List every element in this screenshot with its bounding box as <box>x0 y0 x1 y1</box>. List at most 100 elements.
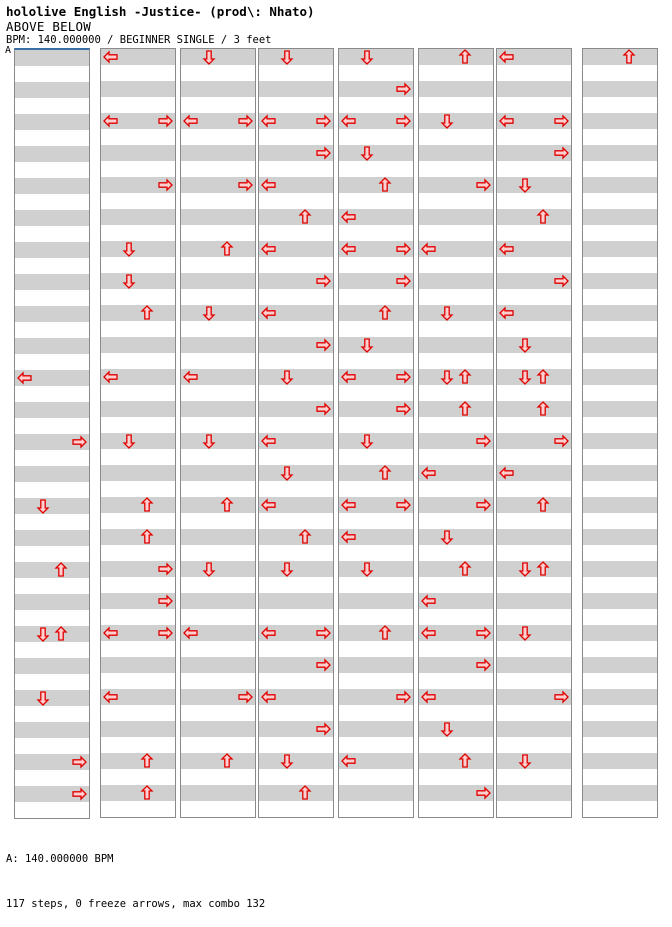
beat-row <box>583 145 657 161</box>
beat-row <box>419 209 493 225</box>
beat-row <box>419 609 493 625</box>
beat-row <box>15 322 89 338</box>
beat-row <box>181 81 255 97</box>
beat-row <box>15 178 89 194</box>
beat-row <box>497 625 571 641</box>
beat-row <box>259 337 333 353</box>
beat-row <box>497 145 571 161</box>
measure <box>259 433 333 497</box>
stepchart-grid: A <box>0 44 672 819</box>
measure <box>101 113 175 177</box>
beat-row <box>583 625 657 641</box>
measure <box>101 305 175 369</box>
beat-row <box>101 785 175 801</box>
beat-row <box>101 65 175 81</box>
beat-row <box>339 481 413 497</box>
beat-row <box>583 353 657 369</box>
beat-row <box>101 689 175 705</box>
beat-row <box>259 529 333 545</box>
beat-row <box>101 49 175 65</box>
measure <box>181 689 255 753</box>
measure <box>497 561 571 625</box>
beat-row <box>339 417 413 433</box>
beat-row <box>15 242 89 258</box>
beat-row <box>15 482 89 498</box>
beat-row <box>15 258 89 274</box>
measure <box>15 562 89 626</box>
beat-row <box>339 561 413 577</box>
beat-row <box>181 449 255 465</box>
beat-row <box>181 177 255 193</box>
beat-row <box>497 513 571 529</box>
beat-row <box>339 193 413 209</box>
beat-row <box>259 449 333 465</box>
measure <box>101 753 175 817</box>
beat-row <box>259 737 333 753</box>
beat-row <box>259 209 333 225</box>
chart-footer: A: 140.000000 BPM 117 steps, 0 freeze ar… <box>6 822 265 927</box>
beat-row <box>419 529 493 545</box>
beat-row <box>497 113 571 129</box>
beat-row <box>101 593 175 609</box>
beat-row <box>419 561 493 577</box>
measure <box>419 305 493 369</box>
beat-row <box>101 481 175 497</box>
beat-row <box>419 337 493 353</box>
beat-row <box>497 193 571 209</box>
beat-row <box>497 609 571 625</box>
beat-row <box>497 465 571 481</box>
beat-row <box>259 81 333 97</box>
beat-row <box>181 145 255 161</box>
beat-row <box>419 657 493 673</box>
measure <box>497 113 571 177</box>
measure <box>497 625 571 689</box>
beat-row <box>497 641 571 657</box>
beat-row <box>497 401 571 417</box>
beat-row <box>259 689 333 705</box>
measure <box>339 49 413 113</box>
beat-row <box>339 785 413 801</box>
beat-row <box>101 385 175 401</box>
beat-row <box>101 513 175 529</box>
beat-row <box>15 210 89 226</box>
beat-row <box>419 641 493 657</box>
beat-row <box>15 626 89 642</box>
beat-row <box>583 401 657 417</box>
beat-row <box>583 641 657 657</box>
beat-row <box>259 673 333 689</box>
beat-row <box>583 305 657 321</box>
beat-row <box>101 225 175 241</box>
footer-stats-line: 117 steps, 0 freeze arrows, max combo 13… <box>6 898 266 910</box>
beat-row <box>339 513 413 529</box>
beat-row <box>181 257 255 273</box>
measure <box>419 433 493 497</box>
beat-row <box>259 545 333 561</box>
beat-row <box>419 385 493 401</box>
beat-row <box>419 65 493 81</box>
beat-row <box>583 161 657 177</box>
beat-row <box>497 241 571 257</box>
beat-row <box>497 305 571 321</box>
beat-row <box>181 577 255 593</box>
measure <box>583 497 657 561</box>
beat-row <box>339 209 413 225</box>
beat-row <box>583 465 657 481</box>
beat-row <box>15 130 89 146</box>
beat-row <box>583 513 657 529</box>
beat-row <box>419 577 493 593</box>
measure <box>259 561 333 625</box>
beat-row <box>583 737 657 753</box>
beat-row <box>259 321 333 337</box>
beat-row <box>419 689 493 705</box>
beat-row <box>15 146 89 162</box>
beat-row <box>181 433 255 449</box>
measure <box>259 305 333 369</box>
beat-row <box>419 305 493 321</box>
beat-row <box>339 641 413 657</box>
beat-row <box>181 321 255 337</box>
measure <box>101 49 175 113</box>
beat-row <box>259 65 333 81</box>
beat-row <box>583 769 657 785</box>
beat-row <box>339 145 413 161</box>
beat-row <box>497 257 571 273</box>
